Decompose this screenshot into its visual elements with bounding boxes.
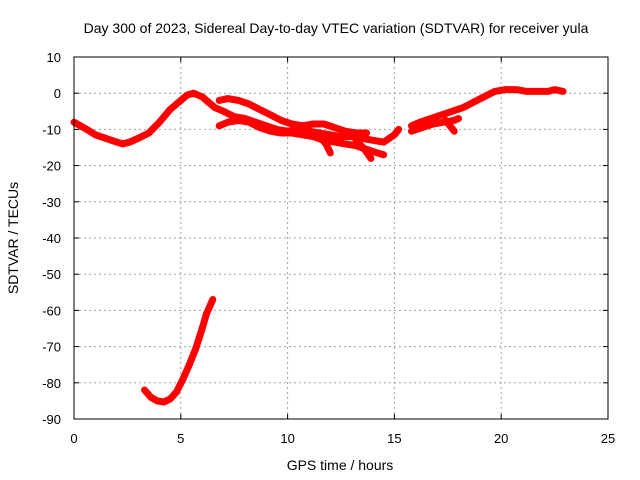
x-tick-label: 10 bbox=[280, 431, 294, 446]
x-tick-label: 20 bbox=[494, 431, 508, 446]
series-group bbox=[70, 86, 567, 406]
y-tick-label: -50 bbox=[42, 267, 61, 282]
series-late-spike bbox=[442, 116, 458, 135]
y-axis-label: SDTVAR / TECUs bbox=[5, 182, 21, 294]
y-tick-label: 0 bbox=[54, 86, 61, 101]
y-tick-label: -60 bbox=[42, 303, 61, 318]
y-tick-label: -30 bbox=[42, 195, 61, 210]
y-tick-label: -90 bbox=[42, 412, 61, 427]
ticks: 0 5 10 15 20 25 10 0 -10 -20 -30 -40 -50 -60 -70 -80 -90 bbox=[42, 50, 615, 446]
series-late-lower-branch bbox=[408, 115, 462, 135]
x-axis-label: GPS time / hours bbox=[287, 457, 394, 473]
series-spike-1 bbox=[316, 133, 334, 157]
chart-title: Day 300 of 2023, Sidereal Day-to-day VTE… bbox=[84, 20, 589, 36]
y-tick-label: -70 bbox=[42, 340, 61, 355]
series-dip-trace bbox=[141, 296, 217, 406]
y-tick-label: -20 bbox=[42, 159, 61, 174]
series-late-trace bbox=[408, 86, 567, 130]
y-tick-label: -40 bbox=[42, 231, 61, 246]
x-tick-label: 15 bbox=[387, 431, 401, 446]
series-main-trace bbox=[70, 89, 403, 148]
y-tick-label: -10 bbox=[42, 122, 61, 137]
series-upper-branch bbox=[215, 95, 371, 137]
y-tick-label: -80 bbox=[42, 376, 61, 391]
y-tick-label: 10 bbox=[47, 50, 61, 65]
x-tick-label: 25 bbox=[601, 431, 615, 446]
series-spike-2 bbox=[352, 136, 375, 162]
x-tick-label: 5 bbox=[177, 431, 184, 446]
x-tick-label: 0 bbox=[70, 431, 77, 446]
